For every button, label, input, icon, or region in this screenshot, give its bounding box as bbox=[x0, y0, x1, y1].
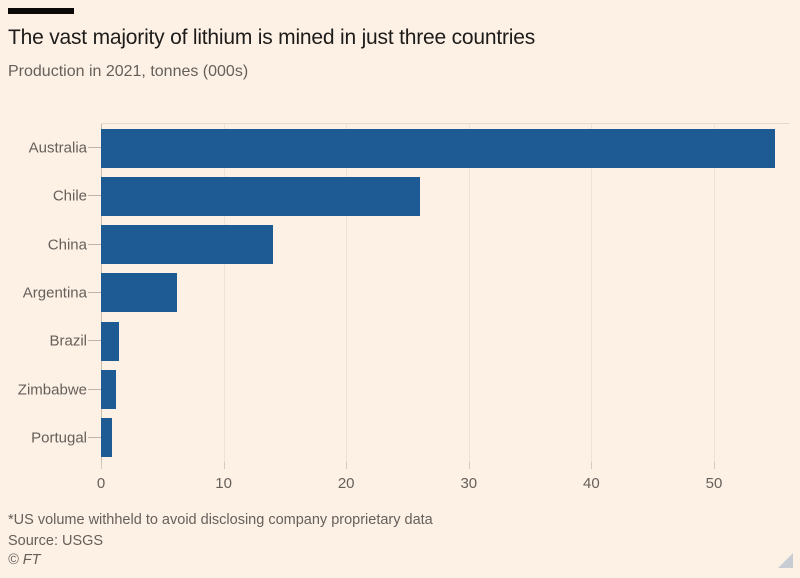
x-tick-label-40: 40 bbox=[583, 475, 600, 492]
y-tick-mark bbox=[88, 291, 101, 293]
category-label-argentina: Argentina bbox=[22, 284, 87, 302]
gridline-x-30 bbox=[468, 124, 470, 462]
bar-row-portugal: Portugal bbox=[31, 418, 790, 458]
y-tick-mark bbox=[88, 243, 101, 245]
y-tick-mark bbox=[88, 436, 101, 438]
bar-row-zimbabwe: Zimbabwe bbox=[18, 370, 790, 410]
x-tick-label-30: 30 bbox=[460, 475, 478, 492]
x-tick-label-50: 50 bbox=[705, 475, 723, 492]
bar-row-chile: Chile bbox=[53, 176, 790, 216]
gridline-x-40 bbox=[591, 124, 593, 462]
bar-row-argentina: Argentina bbox=[23, 273, 790, 313]
x-tick-mark-10 bbox=[223, 462, 225, 469]
bar-portugal bbox=[101, 418, 113, 458]
category-label-australia: Australia bbox=[28, 139, 87, 157]
x-tick-label-0: 0 bbox=[96, 475, 106, 492]
bar-china bbox=[101, 225, 273, 265]
chart-title: The vast majority of lithium is mined in… bbox=[8, 26, 536, 49]
y-tick-mark bbox=[88, 195, 101, 197]
category-label-zimbabwe: Zimbabwe bbox=[17, 381, 87, 399]
x-tick-mark-0 bbox=[101, 462, 102, 469]
category-label-chile: Chile bbox=[52, 187, 87, 205]
footnote: *US volume withheld to avoid disclosing … bbox=[8, 512, 433, 528]
bar-argentina bbox=[101, 273, 177, 313]
category-label-china: China bbox=[47, 236, 87, 254]
category-label-brazil: Brazil bbox=[49, 332, 87, 350]
ft-copyright: © FT bbox=[8, 552, 41, 568]
x-tick-mark-40 bbox=[591, 462, 593, 469]
chart-subtitle: Production in 2021, tonnes (000s) bbox=[8, 63, 249, 80]
x-tick-mark-30 bbox=[468, 462, 470, 469]
y-tick-mark bbox=[88, 340, 101, 342]
x-tick-label-20: 20 bbox=[337, 475, 355, 492]
bar-brazil bbox=[101, 321, 120, 361]
bar-row-australia: Australia bbox=[29, 128, 790, 168]
source-line: Source: USGS bbox=[8, 533, 104, 549]
y-tick-mark bbox=[88, 388, 101, 390]
category-label-portugal: Portugal bbox=[31, 429, 87, 447]
resize-handle-icon bbox=[778, 553, 793, 568]
bar-australia bbox=[101, 128, 776, 168]
bar-row-brazil: Brazil bbox=[49, 321, 790, 361]
gridline-x-20 bbox=[346, 124, 348, 462]
x-tick-mark-50 bbox=[713, 462, 715, 469]
bar-chile bbox=[101, 176, 420, 216]
bar-row-china: China bbox=[48, 225, 790, 265]
y-tick-mark bbox=[88, 147, 101, 149]
gridline-x-10 bbox=[223, 124, 225, 462]
x-tick-label-10: 10 bbox=[215, 475, 232, 492]
plot-area: 0 10 20 30 40 50 Australia Chile China Argentina B… bbox=[18, 123, 790, 492]
x-tick-mark-20 bbox=[346, 462, 348, 469]
gridline-x-50 bbox=[713, 124, 715, 462]
title-rule bbox=[8, 8, 74, 14]
bar-zimbabwe bbox=[101, 370, 116, 410]
